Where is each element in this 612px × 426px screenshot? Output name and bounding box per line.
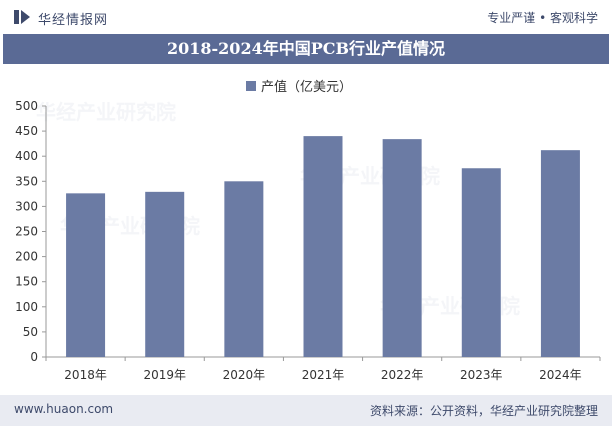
bar [382,139,422,357]
y-tick-label: 200 [15,250,38,264]
bar [66,193,106,357]
bar [540,150,580,357]
legend-swatch [246,80,256,91]
x-tick-label: 2020年 [223,368,266,382]
slogan: 专业严谨 • 客观科学 [487,11,598,25]
y-tick-label: 0 [30,350,38,364]
top-bar: 华经情报网 专业严谨 • 客观科学 [0,0,612,34]
y-tick-label: 150 [15,275,38,289]
footer-url[interactable]: www.huaon.com [14,402,114,416]
legend: 产值（亿美元） [246,76,352,95]
x-tick-label: 2019年 [143,368,186,382]
y-tick-label: 300 [15,199,38,213]
x-tick-label: 2024年 [539,368,582,382]
y-tick-label: 400 [15,149,38,163]
y-tick-label: 50 [23,325,38,339]
footer-source: 资料来源：公开资料，华经产业研究院整理 [369,404,598,418]
x-tick-label: 2023年 [460,368,503,382]
footer: www.huaon.com 资料来源：公开资料，华经产业研究院整理 [0,395,612,426]
x-tick-label: 2022年 [381,368,424,382]
bar [145,191,185,357]
logo-icon [14,10,30,24]
y-tick-label: 350 [15,174,38,188]
bar [461,168,501,357]
y-tick-label: 450 [15,124,38,138]
legend-label: 产值（亿美元） [261,80,353,95]
y-tick-label: 250 [15,225,38,239]
bar [224,181,264,357]
chart-title: 2018-2024年中国PCB行业产值情况 [3,34,609,64]
brand-name: 华经情报网 [38,13,109,28]
y-tick-label: 100 [15,300,38,314]
x-tick-label: 2021年 [302,368,345,382]
bar-chart: 0 50 100 150 200 250 300 350 400 450 500 2018年 2019年… [15,99,601,382]
bar [303,136,343,357]
y-tick-label: 500 [15,99,38,113]
x-tick-label: 2018年 [64,368,107,382]
